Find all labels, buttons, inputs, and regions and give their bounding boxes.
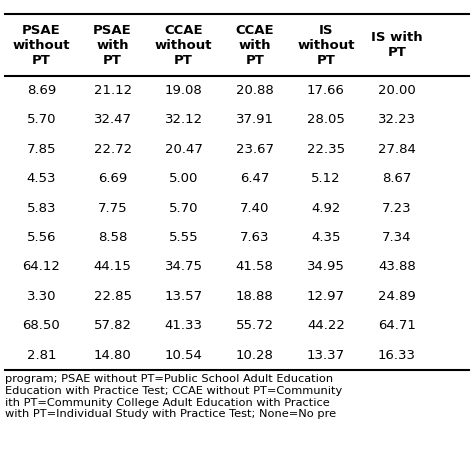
- Text: 20.88: 20.88: [236, 84, 273, 97]
- Text: IS
without
PT: IS without PT: [297, 24, 355, 66]
- Text: 19.08: 19.08: [165, 84, 202, 97]
- Text: 10.54: 10.54: [165, 348, 202, 362]
- Text: 7.63: 7.63: [240, 231, 270, 244]
- Text: 21.12: 21.12: [93, 84, 132, 97]
- Text: PSAE
without
PT: PSAE without PT: [13, 24, 70, 66]
- Text: 5.12: 5.12: [311, 172, 341, 185]
- Text: 5.00: 5.00: [169, 172, 198, 185]
- Text: 12.97: 12.97: [307, 290, 345, 303]
- Text: 17.66: 17.66: [307, 84, 345, 97]
- Text: 27.84: 27.84: [378, 143, 416, 156]
- Text: 64.12: 64.12: [23, 260, 60, 273]
- Text: 22.72: 22.72: [93, 143, 132, 156]
- Text: 7.85: 7.85: [27, 143, 56, 156]
- Text: 2.81: 2.81: [27, 348, 56, 362]
- Text: 23.67: 23.67: [236, 143, 274, 156]
- Text: 5.70: 5.70: [169, 201, 199, 215]
- Text: 20.00: 20.00: [378, 84, 416, 97]
- Text: 32.47: 32.47: [93, 113, 132, 127]
- Text: 5.83: 5.83: [27, 201, 56, 215]
- Text: 4.35: 4.35: [311, 231, 341, 244]
- Text: 32.23: 32.23: [378, 113, 416, 127]
- Text: 4.92: 4.92: [311, 201, 340, 215]
- Text: 8.69: 8.69: [27, 84, 56, 97]
- Text: IS with
PT: IS with PT: [371, 31, 423, 59]
- Text: 44.15: 44.15: [94, 260, 131, 273]
- Text: 43.88: 43.88: [378, 260, 416, 273]
- Text: 32.12: 32.12: [164, 113, 203, 127]
- Text: 5.55: 5.55: [169, 231, 199, 244]
- Text: 4.53: 4.53: [27, 172, 56, 185]
- Text: 16.33: 16.33: [378, 348, 416, 362]
- Text: 44.22: 44.22: [307, 319, 345, 332]
- Text: 7.40: 7.40: [240, 201, 269, 215]
- Text: 34.95: 34.95: [307, 260, 345, 273]
- Text: 14.80: 14.80: [94, 348, 131, 362]
- Text: 8.58: 8.58: [98, 231, 127, 244]
- Text: 3.30: 3.30: [27, 290, 56, 303]
- Text: 37.91: 37.91: [236, 113, 274, 127]
- Text: CCAE
with
PT: CCAE with PT: [236, 24, 274, 66]
- Text: program; PSAE without PT=Public School Adult Education
Education with Practice T: program; PSAE without PT=Public School A…: [5, 374, 342, 419]
- Text: 41.33: 41.33: [164, 319, 203, 332]
- Text: 7.23: 7.23: [382, 201, 412, 215]
- Text: 55.72: 55.72: [236, 319, 274, 332]
- Text: 41.58: 41.58: [236, 260, 273, 273]
- Text: 64.71: 64.71: [378, 319, 416, 332]
- Text: 18.88: 18.88: [236, 290, 273, 303]
- Text: 7.34: 7.34: [382, 231, 412, 244]
- Text: 34.75: 34.75: [164, 260, 203, 273]
- Text: PSAE
with
PT: PSAE with PT: [93, 24, 132, 66]
- Text: 8.67: 8.67: [383, 172, 411, 185]
- Text: 5.70: 5.70: [27, 113, 56, 127]
- Text: 5.56: 5.56: [27, 231, 56, 244]
- Text: 7.75: 7.75: [98, 201, 128, 215]
- Text: 13.37: 13.37: [307, 348, 345, 362]
- Text: 13.57: 13.57: [164, 290, 203, 303]
- Text: 10.28: 10.28: [236, 348, 273, 362]
- Text: 24.89: 24.89: [378, 290, 416, 303]
- Text: 6.47: 6.47: [240, 172, 269, 185]
- Text: 57.82: 57.82: [93, 319, 132, 332]
- Text: 6.69: 6.69: [98, 172, 127, 185]
- Text: 22.35: 22.35: [307, 143, 345, 156]
- Text: 20.47: 20.47: [165, 143, 202, 156]
- Text: 22.85: 22.85: [93, 290, 132, 303]
- Text: CCAE
without
PT: CCAE without PT: [155, 24, 212, 66]
- Text: 68.50: 68.50: [23, 319, 60, 332]
- Text: 28.05: 28.05: [307, 113, 345, 127]
